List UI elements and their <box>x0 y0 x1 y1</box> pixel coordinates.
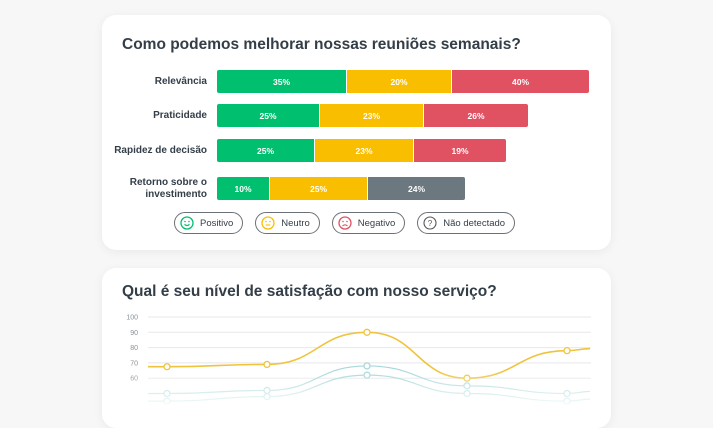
question-title: Qual é seu nível de satisfação com nosso… <box>122 283 497 300</box>
bar-segment-negativo[interactable]: 26% <box>424 104 528 127</box>
bar-row: Praticidade 25% 23% 26% <box>102 104 611 127</box>
question-icon: ? <box>423 216 437 230</box>
legend-label: Positivo <box>200 217 234 229</box>
bar-row: Retorno sobre o investimento 10% 25% 24% <box>102 177 611 200</box>
data-point[interactable] <box>363 328 371 336</box>
legend-label: Neutro <box>281 217 310 229</box>
line-chart: 10090807060 <box>102 315 611 410</box>
svg-text:?: ? <box>428 219 433 228</box>
data-point[interactable] <box>363 362 371 370</box>
legend-label: Negativo <box>357 217 396 229</box>
legend-label: Não detectado <box>443 217 506 229</box>
stacked-bar: 35% 20% 40% <box>217 70 589 93</box>
neutral-face-icon <box>261 216 275 230</box>
y-tick-label: 80 <box>130 345 138 352</box>
row-label: Retorno sobre o investimento <box>129 176 207 200</box>
bar-segment-neutro[interactable]: 20% <box>347 70 452 93</box>
data-point[interactable] <box>563 347 571 355</box>
bar-segment-negativo[interactable]: 40% <box>452 70 589 93</box>
stacked-bar: 10% 25% 24% <box>217 177 465 200</box>
smile-icon <box>180 216 194 230</box>
bar-segment-neutro[interactable]: 25% <box>270 177 368 200</box>
bar-segment-positivo[interactable]: 35% <box>217 70 347 93</box>
bar-segment-positivo[interactable]: 25% <box>217 139 315 162</box>
legend-item-não-detectado[interactable]: ? Não detectado <box>417 212 516 234</box>
frown-icon <box>338 216 352 230</box>
data-point[interactable] <box>163 363 171 371</box>
y-tick-label: 70 <box>130 360 138 367</box>
y-tick-label: 100 <box>126 315 138 322</box>
question-title: Como podemos melhorar nossas reuniões se… <box>122 36 521 53</box>
fade-overlay <box>102 370 611 410</box>
legend-item-neutro[interactable]: Neutro <box>255 212 320 234</box>
legend-item-negativo[interactable]: Negativo <box>331 212 406 234</box>
row-label: Praticidade <box>153 109 207 121</box>
bar-segment-negativo[interactable]: 19% <box>414 139 506 162</box>
bar-segment-positivo[interactable]: 10% <box>217 177 270 200</box>
bar-row: Rapidez de decisão 25% 23% 19% <box>102 139 611 162</box>
bar-segment-não-detectado[interactable]: 24% <box>368 177 465 200</box>
stacked-bar: 25% 23% 26% <box>217 104 528 127</box>
chart-legend: Positivo Neutro Negativo? Não detectado <box>174 212 516 234</box>
row-label: Relevância <box>154 75 207 87</box>
bar-segment-positivo[interactable]: 25% <box>217 104 320 127</box>
bar-row: Relevância 35% 20% 40% <box>102 70 611 93</box>
bar-segment-neutro[interactable]: 23% <box>320 104 424 127</box>
row-label: Rapidez de decisão <box>114 144 207 156</box>
stacked-bar: 25% 23% 19% <box>217 139 506 162</box>
data-point[interactable] <box>263 360 271 369</box>
y-tick-label: 90 <box>130 330 138 337</box>
bar-segment-neutro[interactable]: 23% <box>315 139 414 162</box>
legend-item-positivo[interactable]: Positivo <box>174 212 244 234</box>
survey-card-satisfaction: Qual é seu nível de satisfação com nosso… <box>102 268 611 428</box>
survey-card-meetings: Como podemos melhorar nossas reuniões se… <box>102 15 611 250</box>
